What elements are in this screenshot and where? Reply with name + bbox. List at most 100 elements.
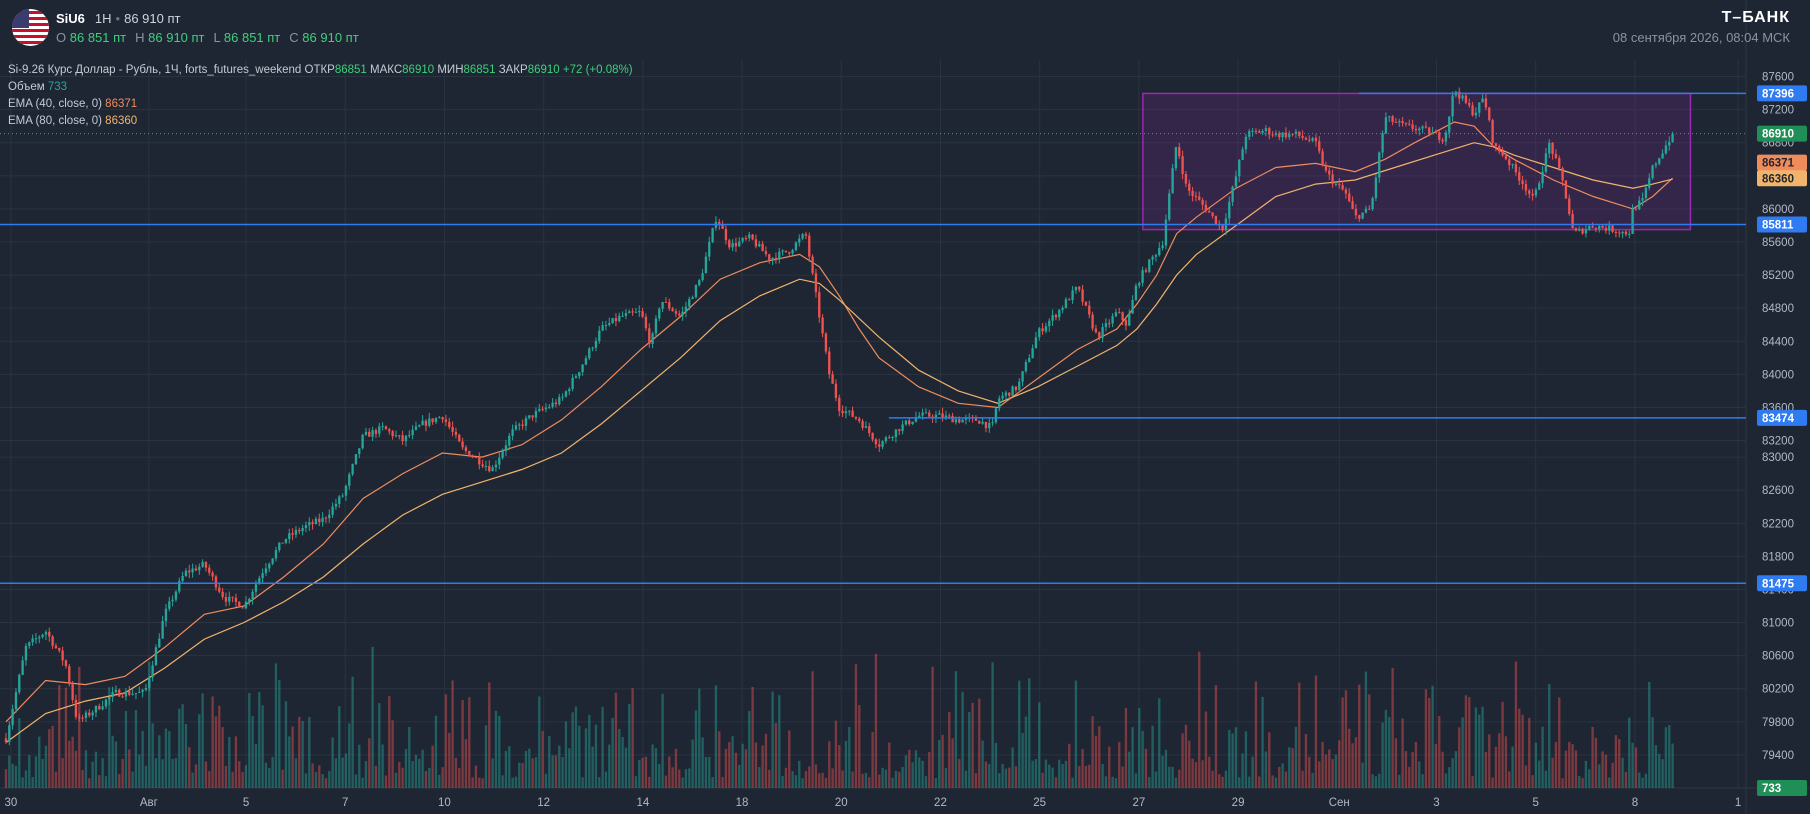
candle-body [688, 298, 691, 307]
volume-bar [1218, 774, 1221, 788]
candle-body [1531, 193, 1534, 196]
candle-body [84, 712, 88, 719]
candle-body [754, 239, 758, 247]
volume-bar [974, 773, 978, 788]
volume-bar [1284, 771, 1288, 788]
volume-bar [398, 761, 401, 788]
candle-body [1451, 95, 1454, 117]
interval[interactable]: 1H [94, 11, 112, 26]
ema80-badge-bg [1757, 170, 1807, 187]
volume-bar [368, 738, 371, 788]
volume-bar [1001, 764, 1004, 788]
candle-body [21, 660, 24, 675]
candle-body [1411, 124, 1414, 129]
candle-body [1438, 132, 1441, 140]
volume-bar [781, 776, 784, 788]
time-tick-label: 22 [934, 797, 947, 809]
volume-bar [1631, 742, 1634, 788]
volume-bar [921, 760, 924, 788]
volume-bar [558, 745, 561, 788]
volume-bar [454, 757, 458, 788]
volume-bar [984, 761, 988, 788]
volume-bar [521, 763, 524, 788]
volume-bar [764, 733, 768, 788]
time-axis[interactable]: 30 Авг 5 7 10 12 14 18 20 22 25 27 29 Сен 3 5 8 1 [5, 797, 1742, 809]
candle-body [194, 568, 198, 571]
volume-bar [564, 721, 568, 788]
volume-bar [601, 706, 604, 788]
ema80-legend[interactable]: EMA (80, close, 0) 86360 [8, 115, 137, 127]
candle-body [674, 311, 678, 314]
volume-bar [494, 710, 498, 788]
candle-body [548, 406, 551, 408]
ema40-legend[interactable]: EMA (40, close, 0) 86371 [8, 98, 137, 110]
symbol-name[interactable]: SiU6 [56, 11, 85, 26]
candle-body [334, 503, 338, 507]
candle-body [834, 383, 838, 398]
volume-bar [1301, 770, 1304, 788]
horizontal-levels[interactable] [0, 92, 1746, 584]
candle-body [64, 660, 68, 667]
candle-body [1624, 231, 1628, 235]
series-legend[interactable]: Si-9.26 Курс Доллар - Рубль, 1Ч, forts_f… [8, 64, 633, 76]
ema80-line [5, 142, 1673, 743]
candle-body [664, 302, 668, 304]
candle-body [1181, 156, 1184, 175]
candle-body [1198, 196, 1201, 201]
volume-bar [264, 762, 268, 788]
volume-bar [1374, 776, 1378, 788]
candle-body [524, 418, 528, 426]
volume-bar [438, 774, 441, 788]
candle-body [501, 451, 504, 458]
volume-bar [831, 768, 834, 788]
candle-body [634, 311, 638, 313]
volume-bar [544, 773, 548, 788]
candle-body [694, 285, 698, 298]
close-value: 86910 [527, 64, 560, 76]
candle-body [844, 411, 848, 414]
volume-bar [1551, 757, 1554, 788]
volume-bar [561, 757, 564, 788]
volume-bar [654, 748, 658, 788]
candle-body [148, 677, 151, 688]
volume-bar [471, 777, 474, 788]
candle-body [418, 425, 421, 427]
volume-bar [514, 776, 518, 788]
volume-bar [844, 740, 848, 788]
level-badge-bg [1757, 575, 1807, 592]
candle-body [401, 435, 404, 442]
candle-body [1054, 315, 1058, 318]
volume-bar [428, 767, 431, 788]
volume-bar [661, 693, 664, 788]
candle-body [248, 598, 251, 602]
volume-bar [871, 732, 874, 788]
volume-bar [1484, 751, 1488, 788]
volume-bar [1358, 684, 1361, 788]
volume-bar [334, 758, 338, 788]
candle-body [1558, 158, 1561, 169]
volume-bar [941, 734, 944, 788]
volume-bar [674, 748, 678, 788]
candle-body [128, 691, 131, 695]
candle-body [1341, 185, 1344, 190]
range-rectangle[interactable] [1142, 92, 1692, 231]
candle-body [1414, 128, 1418, 131]
volume-legend[interactable]: Объем 733 [8, 81, 67, 93]
candle-body [1351, 201, 1354, 209]
volume-bar [1464, 695, 1468, 788]
candle-body [808, 235, 811, 257]
volume-bar [644, 756, 648, 788]
candle-body [231, 596, 234, 598]
volume-bar [1104, 776, 1108, 788]
candle-body [911, 421, 914, 425]
candle-body [558, 397, 561, 405]
candle-body [1101, 327, 1104, 338]
volume-bar [24, 770, 28, 788]
candle-body [1171, 168, 1174, 194]
candle-body [1064, 299, 1068, 308]
price-axis[interactable]: 8760087200868008640086000856008520084800… [1757, 72, 1807, 796]
candle-body [981, 421, 984, 424]
candle-body [1444, 132, 1448, 142]
volume-bar [1198, 651, 1201, 788]
